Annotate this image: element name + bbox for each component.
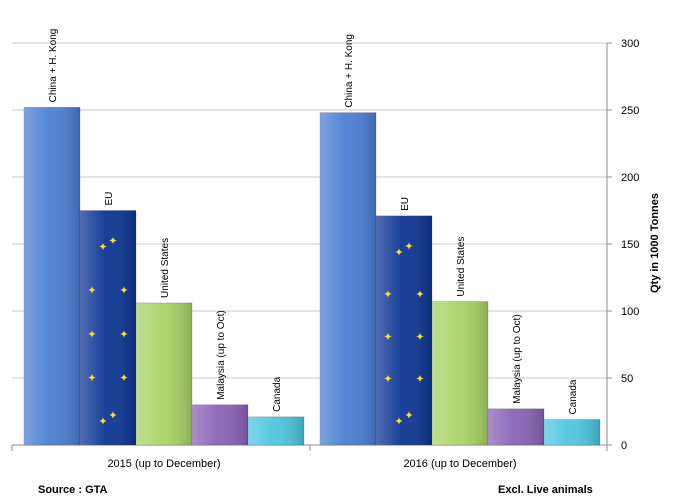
bar-shading [544,419,600,445]
star-icon: ✦ [98,241,107,254]
y-tick-label: 150 [621,239,639,251]
bar-shading [432,301,488,445]
category-label: 2016 (up to December) [403,458,516,470]
star-icon: ✦ [383,373,392,386]
bar-label: China + H. Kong [48,29,59,103]
y-tick-label: 300 [621,38,639,50]
bar-label: EU [400,197,411,211]
bar-label: Canada [272,376,283,411]
bar-shading [192,404,248,445]
bar-label: EU [104,192,115,206]
y-tick-label: 50 [621,373,633,385]
star-icon: ✦ [404,240,413,253]
star-icon: ✦ [394,415,403,428]
bar-shading [136,302,192,445]
star-icon: ✦ [119,284,128,297]
star-icon: ✦ [98,415,107,428]
bar-label: Canada [568,379,579,414]
category-label: 2015 (up to December) [107,458,220,470]
star-icon: ✦ [415,330,424,343]
bar-label: Malaysia (up to Oct) [216,310,227,399]
star-icon: ✦ [108,235,117,248]
star-icon: ✦ [87,284,96,297]
bar-shading [376,215,432,445]
bar-shading [80,210,136,445]
star-icon: ✦ [394,246,403,259]
star-icon: ✦ [108,409,117,422]
star-icon: ✦ [87,371,96,384]
bars: ✦ ✦✦ ✦✦ ✦✦ ✦✦ ✦✦ ✦✦ ✦✦ ✦✦ ✦✦ ✦ [23,107,601,446]
star-icon: ✦ [119,371,128,384]
star-icon: ✦ [404,409,413,422]
star-icon: ✦ [415,373,424,386]
source-note: Source : GTA [38,484,108,496]
star-icon: ✦ [119,328,128,341]
y-tick-label: 0 [621,440,627,452]
star-icon: ✦ [383,288,392,301]
y-tick-label: 250 [621,105,639,117]
star-icon: ✦ [87,328,96,341]
y-axis-title: Qty in 1000 Tonnes [649,193,661,293]
bar-label: Malaysia (up to Oct) [512,314,523,403]
bar-shading [248,416,304,445]
y-tick-label: 200 [621,172,639,184]
bar-shading [320,112,376,446]
star-icon: ✦ [383,330,392,343]
bar-label: China + H. Kong [344,34,355,108]
bar-labels: China + H. Kong EU United States Malaysia (… [48,29,579,415]
y-tick-label: 100 [621,306,639,318]
bar-label: United States [160,238,171,298]
category-labels: 2015 (up to December) 2016 (up to Decembe… [107,458,516,470]
y-axis: 0 50 100 150 200 250 300 [11,38,639,452]
bar-shading [488,408,544,445]
star-icon: ✦ [415,288,424,301]
bar-shading [24,107,80,445]
bar-label: United States [456,237,467,297]
exclusion-note: Excl. Live animals [498,484,593,496]
